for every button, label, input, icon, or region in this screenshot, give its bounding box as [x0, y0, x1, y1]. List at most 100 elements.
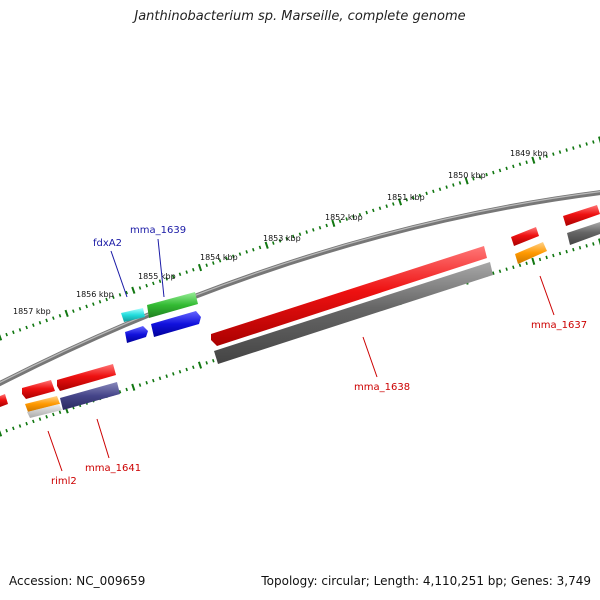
accession-text: Accession: NC_009659 [9, 574, 146, 588]
outer-track-minor-tick [538, 156, 542, 160]
forward-strand-features [121, 205, 600, 343]
inner-track-minor-tick [52, 412, 55, 417]
inner-track-minor-tick [18, 424, 22, 428]
inner-track-minor-tick [592, 242, 595, 246]
inner-track-minor-tick [565, 249, 568, 254]
gene-arrow-blue-small[interactable] [125, 326, 148, 343]
inner-track-minor-tick [178, 369, 182, 374]
inner-track-major-tick [0, 430, 3, 437]
inner-track-minor-tick [58, 410, 62, 414]
outer-track-major-tick [197, 263, 203, 272]
outer-track-minor-tick [45, 318, 48, 323]
outer-track-minor-tick [412, 195, 415, 200]
outer-track-minor-tick [232, 254, 235, 259]
gene-arrow-red-left-1[interactable] [22, 380, 55, 399]
gene-arrow-mma_1638-gray[interactable] [214, 262, 493, 364]
outer-track-minor-tick [32, 323, 35, 327]
outer-track-minor-tick [38, 321, 42, 325]
outer-track-minor-tick [172, 274, 175, 279]
scale-label-1856: 1856 kbp [76, 290, 114, 299]
genome-summary-text: Topology: circular; Length: 4,110,251 bp… [261, 574, 591, 588]
outer-track-minor-tick [298, 232, 302, 237]
gene-arrow-mma_1639[interactable] [147, 292, 198, 318]
outer-track-major-tick [264, 241, 269, 249]
label-leaders [47, 238, 555, 472]
scale-label-1857: 1857 kbp [13, 307, 51, 316]
gene-arrow-red-left-2[interactable] [57, 364, 116, 391]
outer-track-minor-tick [218, 259, 222, 263]
leader-fdxA2 [110, 250, 128, 298]
outer-track-minor-tick [285, 236, 288, 241]
gene-label-riml2[interactable]: riml2 [51, 476, 77, 487]
inner-track-minor-tick [152, 378, 155, 383]
outer-track-minor-tick [345, 217, 348, 221]
outer-track-minor-tick [445, 185, 448, 189]
inner-track-minor-tick [212, 358, 215, 363]
gene-arrow-red-right-1[interactable] [511, 227, 539, 246]
inner-track-minor-tick [145, 381, 148, 385]
scale-label-1853: 1853 kbp [263, 234, 301, 243]
outer-track-minor-tick [492, 170, 495, 175]
gene-label-mma_1641[interactable]: mma_1641 [85, 463, 141, 474]
outer-track-minor-tick [165, 277, 168, 281]
outer-track-minor-tick [592, 140, 595, 144]
outer-track-minor-tick [238, 252, 242, 256]
outer-track-minor-tick [112, 295, 115, 299]
inner-track-major-tick [598, 238, 600, 246]
outer-track-minor-tick [478, 174, 482, 179]
gene-arrow-mma_1641[interactable] [60, 382, 120, 410]
gene-arrow-riml2-orange[interactable] [25, 396, 60, 412]
gene-arrow-gray-right[interactable] [567, 222, 600, 245]
gene-arrow-mma_1638-red[interactable] [211, 246, 487, 346]
outer-track-minor-tick [185, 270, 188, 274]
outer-track-minor-tick [565, 148, 568, 152]
inner-track-major-tick [531, 257, 536, 265]
outer-track-minor-tick [365, 210, 368, 215]
gene-arrow-red-edge[interactable] [0, 394, 8, 407]
outer-track-minor-tick [152, 281, 155, 286]
outer-track-minor-tick [18, 328, 22, 332]
gene-arrow-riml2-light[interactable] [27, 404, 62, 418]
inner-track-minor-tick [552, 253, 555, 258]
outer-track-minor-tick [158, 279, 162, 283]
inner-track-minor-tick [192, 365, 195, 370]
outer-track-minor-tick [552, 152, 555, 156]
outer-track-minor-tick [325, 223, 328, 228]
gene-arrow-red-right-2[interactable] [563, 205, 600, 226]
outer-track-minor-tick [372, 208, 375, 213]
outer-track-minor-tick [458, 181, 462, 185]
gene-label-mma_1638[interactable]: mma_1638 [354, 382, 410, 393]
inner-track-minor-tick [165, 374, 168, 378]
gene-arrow-blue[interactable] [151, 311, 201, 337]
gene-arrow-fdxA2[interactable] [121, 308, 145, 322]
inner-track-minor-tick [118, 389, 122, 394]
outer-track-minor-tick [358, 212, 362, 217]
inner-track-minor-tick [5, 428, 8, 433]
outer-track-minor-tick [85, 304, 88, 309]
scale-label-1854: 1854 kbp [200, 253, 238, 262]
gene-label-mma_1639[interactable]: mma_1639 [130, 225, 186, 236]
outer-track-major-tick [598, 136, 600, 144]
inner-track-minor-tick [512, 265, 515, 270]
outer-track-minor-tick [212, 261, 215, 265]
outer-track-major-tick [131, 286, 136, 294]
genome-backbone [0, 190, 600, 387]
gene-arrow-orange-right[interactable] [515, 242, 547, 264]
inner-track-minor-tick [158, 376, 162, 381]
leader-mma_1639 [157, 238, 165, 298]
outer-track-minor-tick [558, 150, 562, 154]
outer-track-minor-tick [125, 290, 128, 295]
outer-track-minor-tick [505, 166, 508, 171]
outer-track-minor-tick [58, 314, 62, 318]
gene-label-mma_1637[interactable]: mma_1637 [531, 320, 587, 331]
inner-track-minor-tick [138, 383, 142, 387]
inner-track-minor-tick [578, 246, 582, 250]
inner-track-minor-tick [125, 387, 128, 392]
outer-track-minor-tick [12, 330, 15, 335]
outer-track-minor-tick [498, 168, 502, 173]
outer-track-minor-tick [192, 268, 195, 272]
outer-track-minor-tick [225, 256, 228, 261]
inner-track-major-tick [131, 383, 136, 391]
gene-label-fdxA2[interactable]: fdxA2 [93, 238, 122, 249]
